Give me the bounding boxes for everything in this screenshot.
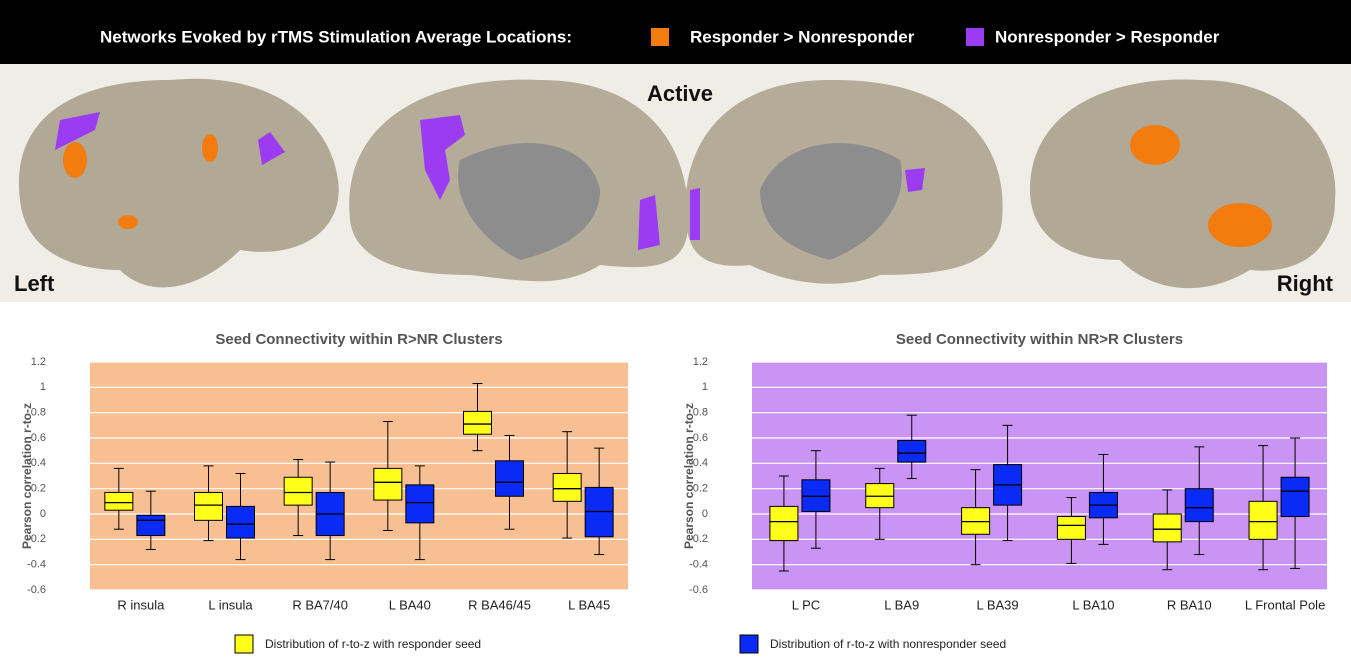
- legend-swatch: [235, 635, 253, 653]
- y-tick-label: 1.2: [31, 356, 46, 368]
- y-tick-label: -0.2: [27, 533, 46, 545]
- y-axis-label: Pearson correlation r-to-z: [682, 403, 696, 549]
- x-tick-label: L BA40: [389, 597, 431, 612]
- y-tick-label: 1: [702, 381, 708, 393]
- box: [1185, 489, 1213, 522]
- x-tick-label: R BA10: [1167, 597, 1212, 612]
- x-tick-label: L BA45: [568, 597, 610, 612]
- box: [137, 515, 165, 535]
- x-tick-label: L BA9: [884, 597, 919, 612]
- x-tick-label: R BA7/40: [292, 597, 348, 612]
- x-tick-label: L insula: [208, 597, 253, 612]
- plot-area: [752, 362, 1327, 590]
- y-tick-label: 0: [702, 508, 708, 520]
- box: [227, 506, 255, 538]
- x-tick-label: R insula: [117, 597, 165, 612]
- y-tick-label: 0.8: [31, 407, 46, 419]
- box: [105, 492, 133, 510]
- legend-label: Nonresponder > Responder: [995, 27, 1220, 46]
- x-tick-label: R BA46/45: [468, 597, 531, 612]
- legend-swatch: [651, 28, 669, 46]
- y-axis-label: Pearson correlation r-to-z: [20, 403, 34, 549]
- y-tick-label: 0.6: [31, 432, 46, 444]
- x-tick-label: L BA10: [1072, 597, 1114, 612]
- box: [195, 492, 223, 520]
- brain-label: Active: [647, 81, 713, 106]
- brain-label: Right: [1277, 271, 1334, 296]
- box: [406, 485, 434, 523]
- y-tick-label: 0.6: [693, 432, 708, 444]
- chart-title: Seed Connectivity within NR>R Clusters: [896, 331, 1183, 348]
- y-tick-label: -0.4: [689, 559, 708, 571]
- box: [1281, 477, 1309, 516]
- y-tick-label: 0.8: [693, 407, 708, 419]
- box: [284, 477, 312, 505]
- box: [898, 441, 926, 463]
- x-tick-label: L Frontal Pole: [1245, 597, 1325, 612]
- brain-label: Left: [14, 271, 55, 296]
- y-tick-label: 1: [40, 381, 46, 393]
- y-tick-label: 0: [40, 508, 46, 520]
- box: [1153, 514, 1181, 542]
- legend-swatch: [966, 28, 984, 46]
- legend-label: Distribution of r-to-z with responder se…: [265, 637, 481, 651]
- box: [1249, 501, 1277, 539]
- y-tick-label: 0.4: [31, 457, 46, 469]
- figure: Networks Evoked by rTMS Stimulation Aver…: [0, 0, 1351, 663]
- y-tick-label: 0.4: [693, 457, 708, 469]
- page: Networks Evoked by rTMS Stimulation Aver…: [0, 0, 1351, 663]
- y-tick-label: -0.6: [27, 584, 46, 596]
- y-tick-label: -0.2: [689, 533, 708, 545]
- y-tick-label: -0.6: [689, 584, 708, 596]
- y-tick-label: 1.2: [693, 356, 708, 368]
- x-tick-label: L BA39: [976, 597, 1018, 612]
- x-tick-label: L PC: [792, 597, 820, 612]
- box: [496, 461, 524, 496]
- plot-area: [90, 362, 628, 590]
- box: [374, 468, 402, 500]
- legend-label: Responder > Nonresponder: [690, 27, 915, 46]
- legend-label: Distribution of r-to-z with nonresponder…: [770, 637, 1006, 651]
- legend-swatch: [740, 635, 758, 653]
- box: [770, 506, 798, 540]
- box: [1057, 517, 1085, 540]
- y-tick-label: 0.2: [31, 483, 46, 495]
- y-tick-label: 0.2: [693, 483, 708, 495]
- box: [553, 473, 581, 501]
- y-tick-label: -0.4: [27, 559, 46, 571]
- box: [464, 411, 492, 434]
- chart-title: Seed Connectivity within R>NR Clusters: [215, 331, 502, 348]
- banner-title: Networks Evoked by rTMS Stimulation Aver…: [100, 27, 572, 46]
